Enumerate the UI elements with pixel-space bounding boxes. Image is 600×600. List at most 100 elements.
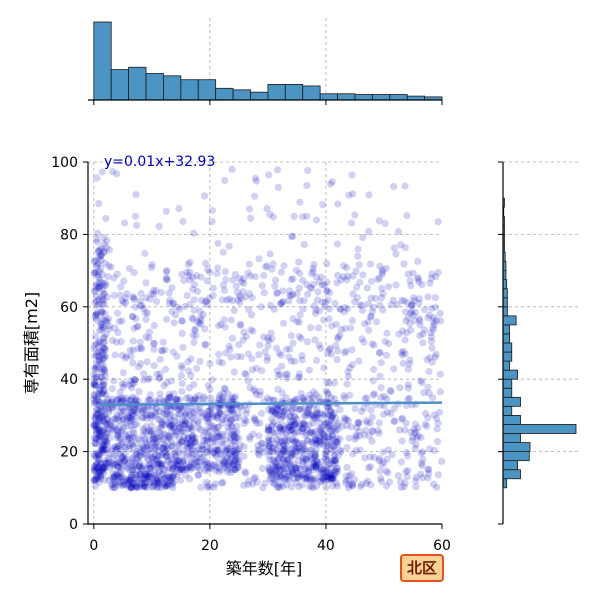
scatter-point	[404, 314, 412, 322]
scatter-point	[153, 476, 161, 484]
scatter-point	[163, 396, 171, 404]
scatter-point	[94, 417, 103, 425]
scatter-point	[110, 423, 118, 431]
scatter-point	[294, 374, 302, 382]
scatter-point	[292, 448, 300, 456]
scatter-point	[124, 397, 132, 405]
scatter-point	[358, 335, 366, 343]
scatter-point	[354, 245, 362, 253]
scatter-point	[114, 442, 123, 450]
scatter-point	[326, 426, 335, 434]
scatter-point	[244, 350, 252, 358]
scatter-point	[162, 268, 171, 276]
scatter-point	[170, 478, 178, 486]
scatter-point	[100, 427, 108, 435]
scatter-point	[274, 166, 282, 174]
scatter-point	[111, 351, 119, 359]
right-hist-ticks	[498, 161, 503, 525]
scatter-point	[381, 337, 389, 345]
scatter-point	[91, 381, 99, 389]
scatter-point	[93, 174, 101, 182]
scatter-point	[167, 474, 175, 482]
scatter-point	[174, 462, 182, 470]
scatter-point	[312, 356, 321, 365]
scatter-point	[323, 403, 331, 411]
scatter-point	[286, 427, 294, 435]
scatter-point	[101, 445, 109, 453]
scatter-point	[231, 270, 239, 279]
scatter-point	[329, 475, 337, 483]
scatter-point	[126, 381, 134, 389]
scatter-point	[178, 364, 186, 372]
scatter-point	[183, 268, 191, 276]
scatter-point	[169, 472, 177, 480]
scatter-point	[293, 415, 301, 423]
scatter-point	[203, 414, 211, 423]
scatter-point	[161, 449, 169, 457]
scatter-point	[158, 470, 166, 478]
scatter-point	[379, 448, 387, 456]
scatter-point	[234, 296, 242, 304]
scatter-point	[310, 260, 318, 269]
scatter-point	[164, 445, 172, 454]
scatter-point	[348, 482, 356, 490]
scatter-point	[288, 421, 296, 429]
scatter-point	[223, 462, 231, 470]
scatter-point	[244, 480, 252, 488]
scatter-point	[272, 461, 280, 469]
scatter-point	[213, 433, 221, 441]
scatter-point	[90, 476, 98, 484]
scatter-point	[188, 426, 196, 434]
scatter-point	[102, 436, 110, 445]
scatter-point	[272, 344, 280, 352]
scatter-point	[427, 274, 435, 283]
scatter-point	[299, 213, 307, 221]
scatter-point	[104, 405, 112, 414]
scatter-point	[92, 434, 100, 443]
scatter-point	[237, 321, 245, 329]
scatter-point	[143, 472, 152, 480]
scatter-point	[295, 284, 303, 292]
scatter-point	[127, 484, 136, 492]
scatter-point	[418, 461, 426, 470]
scatter-point	[110, 460, 118, 469]
scatter-point	[217, 409, 225, 417]
scatter-point	[308, 446, 316, 454]
scatter-point	[361, 454, 369, 462]
scatter-point	[190, 306, 198, 314]
scatter-points	[90, 165, 446, 492]
scatter-point	[122, 431, 130, 439]
scatter-point	[299, 276, 307, 284]
scatter-point	[236, 320, 244, 328]
scatter-point	[97, 256, 105, 264]
scatter-point	[408, 301, 416, 309]
scatter-point	[352, 433, 360, 441]
scatter-point	[99, 324, 107, 332]
scatter-point	[103, 293, 111, 301]
scatter-point	[92, 313, 100, 321]
scatter-point	[168, 474, 176, 482]
scatter-point	[271, 458, 279, 466]
scatter-point	[295, 483, 303, 491]
scatter-point	[232, 449, 240, 457]
scatter-point	[227, 423, 235, 431]
scatter-point	[280, 448, 288, 456]
scatter-point	[375, 349, 383, 357]
scatter-point	[228, 406, 236, 414]
scatter-point	[284, 437, 292, 445]
scatter-point	[219, 281, 227, 289]
scatter-point	[263, 356, 271, 364]
scatter-point	[274, 482, 283, 491]
scatter-point	[178, 438, 186, 446]
scatter-point	[123, 478, 131, 486]
scatter-point	[221, 396, 230, 404]
scatter-point	[297, 405, 305, 413]
scatter-point	[199, 442, 207, 450]
scatter-point	[158, 461, 166, 470]
scatter-point	[112, 470, 120, 478]
scatter-point	[282, 448, 290, 456]
scatter-point	[299, 420, 307, 428]
scatter-point	[266, 468, 274, 476]
scatter-point	[137, 345, 146, 353]
